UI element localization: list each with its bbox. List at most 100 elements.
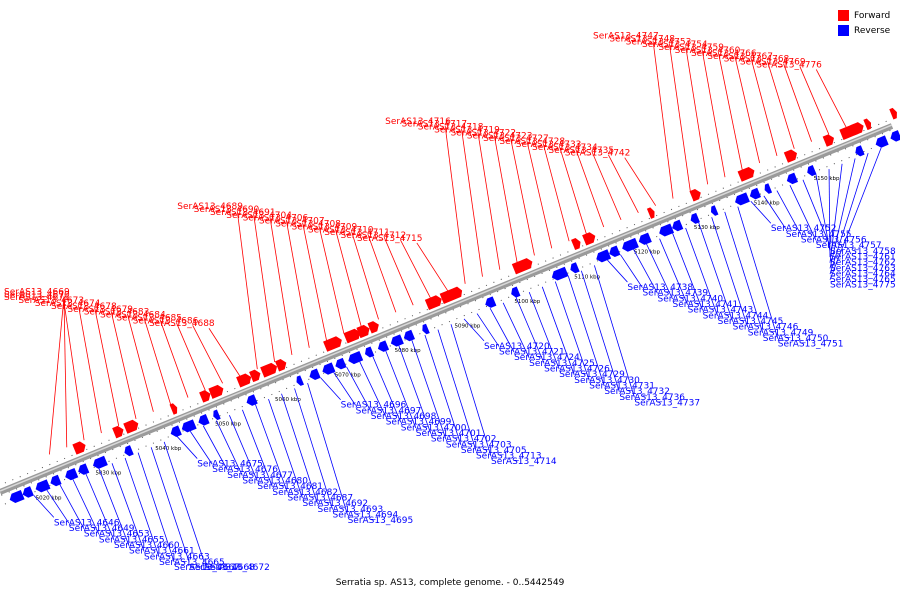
reverse-gene-shape	[50, 474, 62, 487]
reverse-gene	[348, 351, 364, 365]
reverse-gene-shape	[485, 296, 497, 308]
leader-line	[367, 234, 397, 313]
leader-line	[724, 211, 764, 334]
leader-line	[110, 310, 137, 419]
reverse-gene-shape	[422, 323, 430, 335]
reverse-gene	[65, 467, 79, 481]
leader-line	[701, 49, 726, 178]
leader-line	[567, 275, 605, 387]
reverse-gene	[309, 368, 321, 381]
forward-gene-label: SerAS13_4684	[100, 311, 166, 321]
forward-gene-label: SerAS13_4669	[4, 287, 70, 297]
leader-line	[333, 372, 356, 406]
leader-line	[799, 66, 830, 135]
forward-gene-shape	[356, 324, 370, 339]
reverse-gene-label: SerAS13_4676	[212, 465, 278, 475]
leader-line	[85, 473, 115, 541]
forward-gene-shape	[199, 390, 211, 403]
leader-line	[320, 377, 341, 401]
reverse-gene	[50, 474, 62, 487]
reverse-gene-label: SerAS13_4680	[242, 477, 308, 487]
leader-line	[334, 228, 362, 327]
leader-line	[46, 489, 70, 524]
leader-line	[510, 137, 535, 256]
reverse-gene-label: SerAS13_4731	[589, 381, 655, 391]
leader-line	[255, 404, 288, 493]
leader-line	[526, 140, 553, 249]
leader-line	[580, 270, 620, 392]
forward-gene-shape	[123, 419, 139, 434]
forward-gene-shape	[582, 232, 596, 246]
leader-line	[717, 52, 743, 171]
forward-gene-label: SerAS13_4735	[548, 146, 614, 156]
leader-line	[63, 302, 85, 441]
reverse-gene-shape	[735, 192, 750, 206]
reverse-gene-label: SerAS13_4672	[204, 563, 270, 573]
forward-gene-label: SerAS13_4678	[51, 302, 117, 312]
legend-reverse: Reverse	[838, 23, 890, 38]
reverse-gene	[786, 172, 799, 185]
forward-gene-shape	[783, 149, 798, 163]
reverse-gene-shape	[322, 362, 336, 375]
reverse-gene-shape	[377, 340, 390, 352]
forward-gene-shape	[323, 336, 342, 352]
forward-gene-shape	[236, 373, 252, 388]
leader-line	[685, 227, 719, 317]
reverse-gene-label: SerAS13_4756	[801, 236, 867, 246]
leader-line	[542, 143, 570, 242]
leader-line	[383, 237, 414, 306]
reverse-gene	[198, 414, 210, 426]
leader-line	[493, 134, 518, 263]
forward-gene-label: SerAS13_4728	[499, 137, 565, 147]
reverse-gene	[364, 346, 375, 358]
reverse-gene-shape	[309, 368, 321, 381]
reverse-gene	[638, 232, 652, 245]
leader-line	[94, 307, 120, 427]
leader-line	[236, 211, 258, 370]
reverse-gene-shape	[690, 212, 700, 224]
reverse-gene	[690, 212, 700, 224]
legend-reverse-swatch	[838, 25, 849, 36]
forward-gene	[208, 384, 224, 399]
leader-line	[346, 366, 372, 412]
leader-line	[137, 452, 175, 563]
leader-line	[815, 69, 847, 128]
reverse-gene-shape	[9, 489, 25, 504]
reverse-gene	[807, 165, 817, 177]
reverse-gene-label: SerAS13_4752	[771, 224, 837, 234]
reverse-gene-label: SerAS13_4762	[830, 258, 896, 268]
reverse-gene-label: SerAS13_4701	[416, 429, 482, 439]
forward-gene-shape	[737, 166, 755, 182]
reverse-gene-shape	[551, 266, 569, 281]
reverse-gene	[622, 237, 639, 252]
forward-gene-label: SerAS13_4776	[756, 60, 822, 70]
reverse-gene-label: SerAS13_4667	[174, 563, 240, 573]
forward-gene	[439, 288, 459, 304]
forward-gene-shape	[169, 403, 178, 415]
reverse-gene	[855, 145, 865, 157]
tick-label: 5090 kbp	[455, 323, 481, 329]
forward-gene	[646, 207, 655, 219]
reverse-gene	[124, 445, 134, 457]
reverse-gene-label: SerAS13_4765	[830, 275, 896, 285]
reverse-gene-label: SerAS13_4758	[830, 247, 896, 257]
reverse-gene-label: SerAS13_4700	[401, 423, 467, 433]
reverse-gene	[659, 223, 675, 237]
reverse-gene-label: SerAS13_4751	[778, 340, 844, 350]
forward-gene-label: SerAS13_4707	[259, 217, 325, 227]
tick-label: 5100 kbp	[514, 299, 540, 305]
forward-gene-shape	[112, 425, 124, 439]
forward-gene	[571, 238, 581, 251]
leader-line	[175, 322, 206, 391]
leader-line	[307, 382, 348, 516]
reverse-gene-label: SerAS13_4729	[559, 370, 625, 380]
reverse-gene-label: SerAS13_4699	[386, 418, 452, 428]
leader-line	[159, 319, 189, 398]
forward-gene	[582, 232, 596, 246]
forward-gene	[123, 419, 139, 434]
forward-gene-label: SerAS13_4709	[292, 222, 358, 232]
reverse-gene-label: SerAS13_4740	[657, 294, 723, 304]
leader-line	[444, 125, 466, 284]
reverse-gene-label: SerAS13_4703	[446, 440, 512, 450]
reverse-gene-shape	[22, 486, 34, 498]
